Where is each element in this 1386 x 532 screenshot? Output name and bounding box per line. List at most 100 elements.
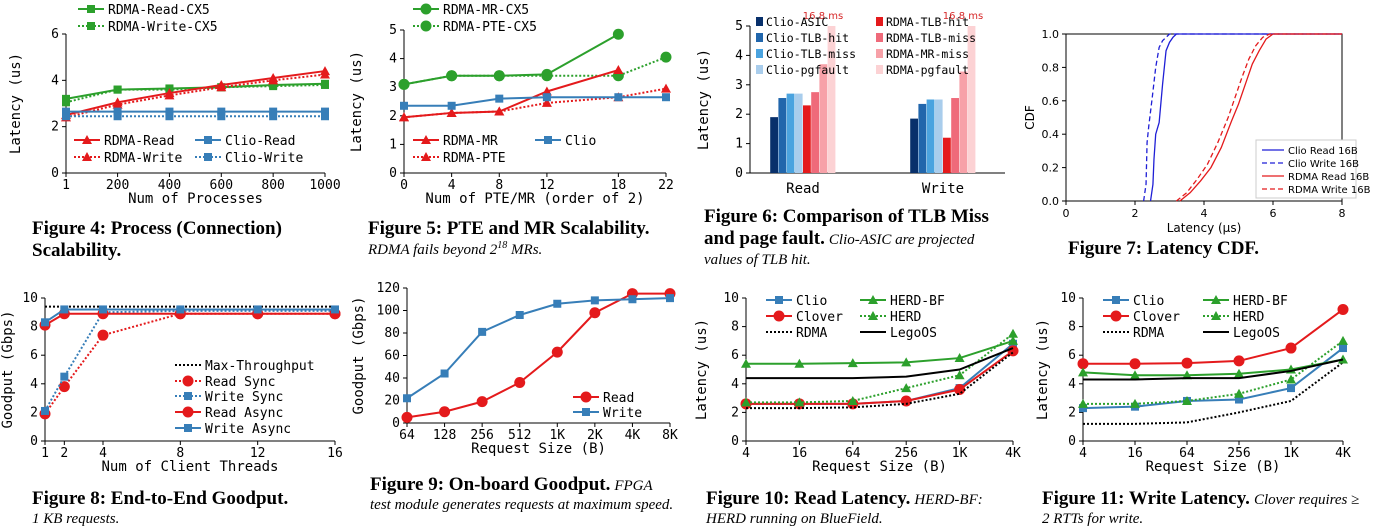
y-tick-label: 10 [1060,291,1076,306]
legend-swatch [876,65,883,74]
x-tick-label: 800 [261,178,284,193]
series-line-clio-write-16b [1142,33,1342,202]
data-point [741,358,751,368]
bar-rdma-mr-miss [959,71,968,173]
legend-label: HERD-BF [890,294,945,309]
legend-marker [868,311,878,320]
legend-swatch [756,65,763,74]
x-tick-label: 4K [1005,446,1021,461]
series-line-write-sync [44,309,335,412]
legend-marker [1211,311,1221,320]
y-tick-label: 4 [30,377,38,392]
legend-label: Write [603,406,642,421]
data-point [794,397,805,407]
legend-label: RDMA-TLB-miss [886,31,976,45]
data-point [666,294,674,303]
bar-clio-pgfault [934,99,943,173]
legend-marker [420,20,432,32]
y-tick-label: 0.8 [1042,61,1060,74]
legend-label: Clio-Write [225,151,303,166]
legend-marker [87,22,95,30]
y-tick-label: 0 [1068,434,1076,449]
bar-clio-asic [770,117,778,173]
y-axis-title: Latency (us) [694,319,710,420]
data-point [1079,404,1087,413]
data-point [901,357,912,367]
y-tick-label: 4 [731,377,739,392]
x-tick-label: 12 [539,178,555,193]
series-line-read-async [44,312,335,327]
data-point [589,307,601,319]
x-tick-label: Read [786,181,820,197]
legend-swatch [756,17,763,26]
y-axis-title: CDF [1023,105,1037,130]
bar-clio-tlb-miss [786,93,795,173]
data-point [541,97,552,107]
legend-label: RDMA-PTE-CX5 [443,20,537,35]
legend-marker [582,408,590,416]
x-tick-label: 2 [1132,207,1139,220]
y-axis-title: Latency (us) [1035,319,1051,420]
bar-clio-tlb-miss [926,99,935,173]
x-tick-label: 256 [1227,446,1250,461]
legend-marker [421,152,431,161]
y-tick-label: 10 [22,291,38,306]
legend-label: RDMA-PTE [443,151,506,166]
y-tick-label: 6 [1068,348,1076,363]
x-tick-label: 0 [1063,207,1070,220]
x-tick-label: 12 [250,446,266,461]
legend-label: Clover [1133,310,1180,325]
legend-label: Write Sync [205,390,283,405]
y-tick-label: 4 [51,73,59,88]
y-tick-label: 2 [30,405,38,420]
data-point [41,406,49,415]
bar-clio-pgfault [794,93,803,173]
x-tick-label: 512 [508,428,531,443]
legend-swatch [876,33,883,42]
x-tick-label: 256 [894,446,917,461]
x-tick-label: 8 [1339,207,1346,220]
data-point [515,311,524,319]
legend-label: HERD [1233,310,1264,325]
y-tick-label: 8 [1068,320,1076,335]
bar-clio-asic [910,118,918,173]
data-point [401,411,413,423]
data-point [62,98,70,107]
y-tick-label: 0.0 [1042,195,1060,208]
y-tick-label: 120 [377,282,400,296]
caption-figure-10: Figure 10: Read Latency. HERD-BF: HERD r… [706,488,1006,529]
legend-swatch [756,33,763,42]
y-tick-label: 2 [731,405,739,420]
x-tick-label: 8K [662,428,678,443]
data-point [614,93,623,102]
data-point [1182,395,1192,405]
data-point [1233,355,1245,367]
x-axis-title: Num of Processes [128,191,263,207]
legend-marker [773,310,785,322]
data-point [794,358,805,368]
series-line-herd [746,332,1014,404]
bar-rdma-tlb-hit [803,105,811,173]
y-tick-label: 2 [1068,405,1076,420]
legend-marker [182,406,194,418]
y-tick-label: 5 [735,19,743,34]
x-axis-title: Request Size (B) [1146,459,1281,475]
caption-figure-5: Figure 5: PTE and MR Scalability. RDMA f… [368,218,678,260]
legend-label: Read Sync [205,375,275,390]
legend-marker [1110,310,1122,322]
data-point [1130,370,1140,380]
legend-label: Clio-TLB-miss [766,47,856,61]
legend-label: RDMA-Write-CX5 [108,20,218,35]
legend-marker [82,152,92,161]
data-point [331,305,339,314]
data-point [542,93,551,102]
legend-label: RDMA Write 16B [1288,185,1371,196]
x-tick-label: 0 [400,178,408,193]
y-tick-label: 4 [389,52,397,67]
legend-marker [421,135,431,144]
data-point [269,107,278,116]
x-tick-label: 16 [327,446,343,461]
legend-marker [1211,295,1221,304]
data-point [662,93,670,102]
bar-annotation: 16.8 ms [943,11,983,22]
